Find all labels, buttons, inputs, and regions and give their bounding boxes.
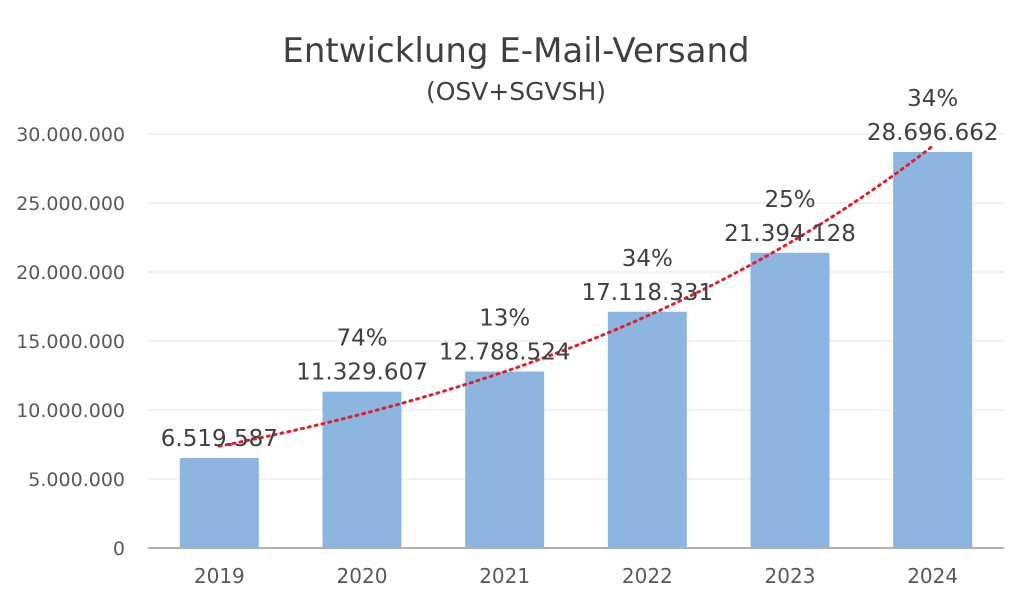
growth-label: 25% [764, 187, 815, 213]
bar-2024 [893, 151, 973, 548]
y-tick-label: 20.000.000 [16, 262, 125, 284]
value-label: 17.118.331 [581, 280, 713, 306]
growth-label: 34% [622, 246, 673, 272]
bars [179, 151, 973, 548]
growth-label: 74% [336, 326, 387, 352]
data-labels: 6.519.587 11.329.607 74% 12.788.524 13% 17.11… [161, 86, 999, 452]
y-tick-label: 30.000.000 [16, 124, 125, 146]
bar-2019 [179, 458, 259, 548]
chart-subtitle: (OSV+SGVSH) [426, 77, 606, 106]
value-label: 6.519.587 [161, 426, 278, 452]
x-tick-label: 2019 [194, 564, 245, 588]
bar-2022 [607, 311, 687, 548]
exponential-trendline [217, 144, 935, 448]
bar-2020 [322, 391, 402, 548]
value-label: 11.329.607 [296, 360, 428, 386]
chart-title: Entwicklung E-Mail-Versand [282, 31, 749, 71]
bar-2023 [750, 252, 830, 548]
value-label: 21.394.128 [724, 221, 856, 247]
gridlines [148, 133, 1004, 480]
x-tick-label: 2023 [765, 564, 816, 588]
value-label: 28.696.662 [867, 120, 999, 146]
y-tick-label: 25.000.000 [16, 193, 125, 215]
x-tick-label: 2020 [337, 564, 388, 588]
x-tick-label: 2024 [907, 564, 958, 588]
x-tick-label: 2021 [479, 564, 530, 588]
trendline [217, 144, 935, 448]
bar-2021 [465, 371, 545, 548]
growth-label: 34% [907, 86, 958, 112]
y-tick-label: 0 [113, 538, 125, 560]
y-tick-label: 5.000.000 [28, 469, 125, 491]
y-tick-label: 10.000.000 [16, 400, 125, 422]
value-label: 12.788.524 [439, 340, 571, 366]
growth-label: 13% [479, 306, 530, 332]
y-tick-label: 15.000.000 [16, 331, 125, 353]
axes: 0 5.000.000 10.000.000 15.000.000 20.000.000… [16, 124, 1004, 588]
x-tick-label: 2022 [622, 564, 673, 588]
